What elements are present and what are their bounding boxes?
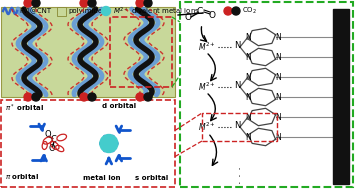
Text: . . .: . . . [233,166,243,184]
Text: N: N [275,92,281,101]
Circle shape [80,93,88,101]
Text: N: N [275,53,281,61]
Text: C: C [197,8,203,16]
Text: PVI@CNT: PVI@CNT [19,8,51,14]
Text: $M^{2+}$: $M^{2+}$ [198,81,216,93]
Text: N: N [275,112,281,122]
Text: $M^{2+}$: $M^{2+}$ [198,41,216,53]
Circle shape [144,0,152,7]
Text: N: N [245,73,251,81]
Circle shape [88,0,96,7]
Text: $M^{2+}$: $M^{2+}$ [198,121,216,133]
Text: N: N [245,53,251,61]
Circle shape [232,7,240,15]
Text: O: O [185,12,191,22]
Bar [202,113,277,141]
Circle shape [144,93,152,101]
Text: metal ion: metal ion [83,175,120,181]
Text: C: C [51,135,57,144]
Text: N: N [234,42,240,50]
Text: polyimide: polyimide [68,8,102,14]
Text: d orbital: d orbital [102,103,136,109]
Circle shape [24,0,32,7]
Text: $M^{2+}$ divalent metal ions: $M^{2+}$ divalent metal ions [113,5,200,17]
Text: N: N [245,112,251,122]
Bar [1,7,175,97]
Text: O: O [44,130,51,139]
Circle shape [136,93,144,101]
Text: N: N [275,33,281,42]
Bar [57,7,66,16]
Circle shape [102,6,110,15]
Text: CO$_2$: CO$_2$ [242,6,257,16]
Circle shape [88,93,96,101]
Circle shape [80,0,88,7]
Text: N: N [275,73,281,81]
Circle shape [136,0,144,7]
Text: $\pi$ orbital: $\pi$ orbital [5,172,39,181]
Bar [333,9,349,184]
Circle shape [24,93,32,101]
Circle shape [224,7,232,15]
Circle shape [100,135,118,153]
Text: O: O [48,144,55,153]
Circle shape [32,0,40,7]
Bar [110,17,172,87]
Text: N: N [245,132,251,142]
Text: N: N [245,33,251,42]
Bar [1,100,175,187]
Bar [180,2,353,187]
Text: N: N [245,92,251,101]
Text: O: O [208,11,215,19]
Circle shape [32,93,40,101]
Text: N: N [234,81,240,91]
Text: $\pi^*$ orbital: $\pi^*$ orbital [5,103,44,114]
Text: N: N [234,122,240,130]
Text: N: N [275,132,281,142]
Text: s orbital: s orbital [135,175,168,181]
